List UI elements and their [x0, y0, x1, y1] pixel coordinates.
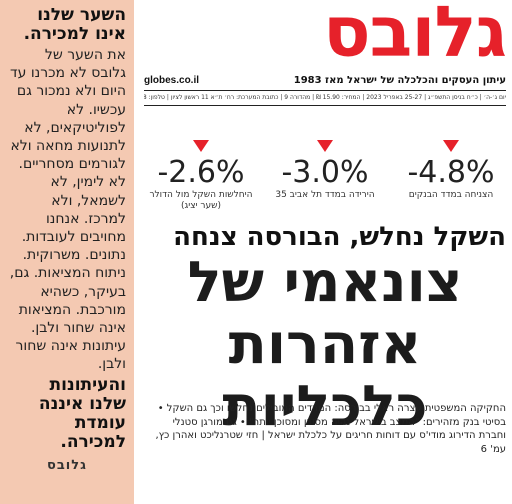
- article-summary: החקיקה המשפטית עצרה ראלי בבורסה: המרדים …: [155, 403, 506, 455]
- main-headline-line1: צונאמי של: [187, 250, 463, 315]
- sidebar-headline: השער שלנו אינו למכירה.: [23, 5, 126, 44]
- down-arrow-icon: [193, 140, 209, 152]
- newspaper-front: גלובס globes.co.il עיתון העסקים והכלכלה …: [140, 0, 512, 504]
- sidebar-body: את השער של גלובס לא מכרנו עד היום ולא נמ…: [9, 47, 126, 373]
- main-headline: צונאמי של אזהרות כלכליות: [144, 252, 506, 438]
- down-arrow-icon: [443, 140, 459, 152]
- masthead-tagline-row: globes.co.il עיתון העסקים והכלכלה של ישר…: [144, 72, 506, 88]
- divider: [144, 105, 506, 106]
- stat-label: היחלשות השקל מול הדולר (שער יציג): [149, 190, 253, 211]
- stat-label: הצניחה במדד הבנקים: [408, 190, 494, 200]
- headline-kicker: השקל נחלש, הבורסה צנחה: [173, 222, 506, 252]
- main-headline-line2: אזהרות כלכליות: [222, 312, 428, 439]
- dateline: יום ג׳-ה׳ | כ״ח בניסן התשפ״ג | 25-27 באפ…: [144, 94, 506, 101]
- stat-value: -3.0%: [281, 155, 369, 190]
- stat-value: -4.8%: [407, 155, 495, 190]
- divider: [144, 90, 506, 91]
- market-stats: -4.8% הצניחה במדד הבנקים -3.0% הירידה במ…: [144, 140, 506, 230]
- stat-shekel: -2.6% היחלשות השקל מול הדולר (שער יציג): [146, 140, 256, 212]
- tagline: עיתון העסקים והכלכלה של ישראל מאז 1983: [293, 74, 506, 86]
- stat-bank-index: -4.8% הצניחה במדד הבנקים: [396, 140, 506, 201]
- sidebar-footer: והעיתונות שלנו איננה עומדת למכירה.: [38, 374, 126, 452]
- statement-sidebar: השער שלנו אינו למכירה. את השער של גלובס …: [0, 0, 134, 504]
- stat-value: -2.6%: [157, 155, 245, 190]
- sidebar-logo: גלובס: [47, 457, 87, 473]
- website-link[interactable]: globes.co.il: [144, 74, 200, 86]
- stat-ta35: -3.0% הירידה במדד תל אביב 35: [270, 140, 380, 201]
- masthead-logo: גלובס: [323, 0, 507, 73]
- stat-label: הירידה במדד תל אביב 35: [275, 190, 375, 200]
- down-arrow-icon: [317, 140, 333, 152]
